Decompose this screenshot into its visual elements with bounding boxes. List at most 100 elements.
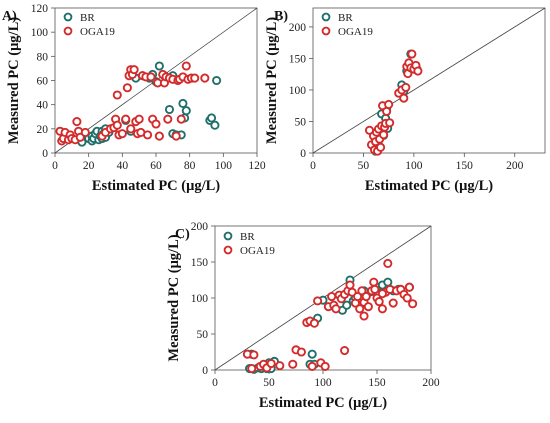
point-br [206,113,217,123]
point-oga19 [171,131,181,141]
x-tick-label: 100 [314,377,332,389]
legend-label-br: BR [240,231,255,243]
point-oga19 [275,361,285,371]
point-oga19 [359,311,369,321]
point-oga19 [355,304,365,314]
point-br [181,106,191,116]
point-oga19 [176,114,186,124]
y-tick-label: 80 [37,51,49,63]
point-oga19 [112,120,122,130]
point-oga19 [353,292,363,302]
point-oga19 [384,99,394,110]
point-oga19 [320,361,330,371]
point-oga19 [154,131,164,141]
x-tick-label: 50 [263,377,275,389]
point-oga19 [413,66,423,76]
point-oga19 [122,83,132,93]
point-oga19 [408,299,418,309]
point-oga19 [377,289,387,299]
legend-label-br: BR [80,12,95,24]
point-oga19 [327,292,337,302]
legend-label-br: BR [338,12,353,24]
point-oga19 [357,286,367,296]
point-oga19 [80,127,90,138]
y-axis-label: Measured PC (μg/L) [166,234,182,361]
y-tick-label: 150 [289,53,307,65]
y-tick-label: 20 [37,124,49,136]
point-oga19 [117,129,127,139]
point-oga19 [163,114,173,124]
x-tick-label: 200 [422,377,440,389]
panel-c: 0 50 100 150 200 0 50 100 150 200 Estimated PC (μg… [166,221,440,411]
y-axis-label: Measured PC (μg/L) [264,17,280,144]
panel-a: 0 20 40 60 80 100 120 0 20 40 60 80 100 120 Estimated … [2,3,266,194]
y-tick-label: 50 [295,116,307,128]
point-oga19 [249,350,259,360]
x-tick-label: 150 [368,377,386,389]
legend-marker-br [321,12,331,22]
legend-marker-oga19 [63,26,73,36]
y-tick-label: 200 [191,221,209,233]
point-oga19 [151,119,161,129]
x-tick-label: 40 [117,160,129,172]
point-oga19 [134,114,144,124]
point-oga19 [377,304,387,314]
point-oga19 [383,258,393,268]
point-oga19 [345,280,355,290]
point-oga19 [401,82,411,92]
legend-marker-oga19 [321,26,331,36]
point-oga19 [370,284,380,294]
point-oga19 [296,347,306,357]
x-tick-label: 100 [405,160,423,172]
point-oga19 [404,282,414,292]
y-tick-label: 100 [31,27,49,39]
panel-label: A) [2,9,17,24]
x-axis-label: Estimated PC (μg/L) [365,178,493,194]
point-oga19 [340,346,350,356]
x-tick-label: 20 [83,160,95,172]
point-oga19 [190,73,200,83]
legend-label-oga19: OGA19 [338,26,373,38]
point-oga19 [374,297,384,307]
x-tick-label: 0 [212,377,218,389]
point-br [342,300,352,310]
legend-marker-oga19 [223,245,233,255]
point-br [210,120,220,130]
point-oga19 [309,318,319,328]
point-oga19 [379,130,389,140]
point-oga19 [112,90,122,100]
point-oga19 [266,358,276,369]
y-tick-label: 100 [191,293,209,305]
y-tick-label: 200 [289,22,307,34]
x-tick-label: 0 [310,160,316,172]
y-tick-label: 120 [31,3,49,15]
point-oga19 [247,364,257,374]
point-oga19 [146,72,156,82]
panel-b: 0 50 100 150 200 0 50 100 150 200 Estimated PC (μg… [264,7,546,194]
point-oga19 [407,49,417,59]
point-oga19 [181,61,191,71]
legend-marker-br [223,231,233,241]
y-tick-label: 0 [42,148,48,160]
point-br [383,277,393,287]
x-tick-label: 120 [248,160,266,172]
point-oga19 [388,298,398,308]
point-oga19 [307,361,317,371]
point-br [307,349,317,359]
point-oga19 [331,304,341,314]
point-oga19 [129,65,139,75]
y-tick-label: 0 [300,148,306,160]
x-tick-label: 0 [52,160,58,172]
y-tick-label: 150 [191,257,209,269]
panel-label: B) [274,9,288,24]
legend-label-oga19: OGA19 [240,245,275,257]
y-tick-label: 0 [202,365,208,377]
point-br [178,98,188,109]
x-tick-label: 100 [215,160,233,172]
point-oga19 [399,93,409,103]
point-oga19 [361,292,371,302]
plot-frame [312,7,546,154]
point-oga19 [369,277,379,287]
point-oga19 [288,359,298,369]
x-tick-label: 50 [358,160,370,172]
